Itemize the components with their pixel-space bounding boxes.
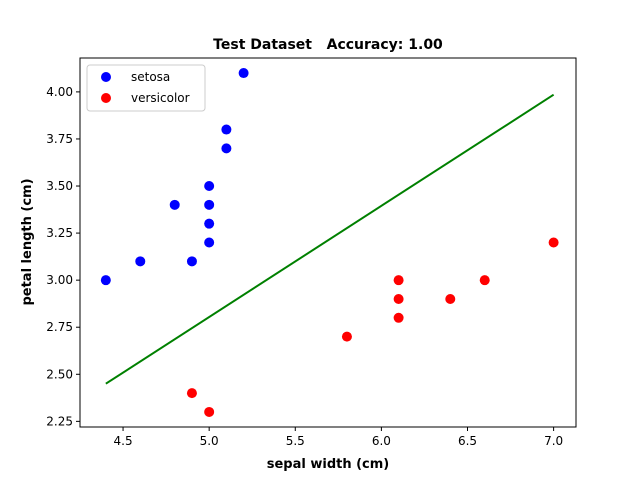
versicolor-point — [186, 388, 197, 399]
setosa-point — [238, 68, 249, 79]
setosa-point — [204, 181, 215, 192]
y-axis: 2.25 2.50 2.75 3.00 3.25 3.50 3.75 4.00 — [46, 85, 80, 428]
x-tick-label: 4.5 — [114, 434, 133, 448]
setosa-legend-marker — [101, 72, 111, 82]
x-tick-label: 7.0 — [544, 434, 563, 448]
y-tick-label: 2.75 — [46, 320, 73, 334]
versicolor-point — [445, 293, 456, 304]
versicolor-point — [548, 237, 559, 248]
x-tick-label: 6.5 — [458, 434, 477, 448]
setosa-point — [169, 199, 180, 210]
setosa-point — [204, 218, 215, 229]
setosa-point — [204, 237, 215, 248]
versicolor-point — [479, 275, 490, 286]
y-axis-label: petal length (cm) — [20, 178, 35, 305]
legend: setosa versicolor — [86, 64, 206, 112]
setosa-point — [100, 275, 111, 286]
x-tick-label: 5.5 — [286, 434, 305, 448]
y-tick-label: 3.50 — [46, 179, 73, 193]
versicolor-point — [393, 312, 404, 323]
y-tick-label: 3.75 — [46, 132, 73, 146]
y-tick-label: 2.25 — [46, 414, 73, 428]
versicolor-legend-label: versicolor — [131, 91, 190, 105]
versicolor-point — [393, 293, 404, 304]
x-tick-label: 5.0 — [200, 434, 219, 448]
setosa-point — [204, 199, 215, 210]
y-tick-label: 4.00 — [46, 85, 73, 99]
setosa-point — [135, 256, 146, 267]
setosa-point — [221, 124, 232, 135]
y-tick-label: 2.50 — [46, 367, 73, 381]
y-tick-label: 3.25 — [46, 226, 73, 240]
versicolor-point — [393, 275, 404, 286]
versicolor-point — [204, 406, 215, 417]
x-tick-label: 6.0 — [372, 434, 391, 448]
versicolor-point — [341, 331, 352, 342]
setosa-legend-label: setosa — [131, 70, 170, 84]
legend-box — [86, 64, 206, 112]
setosa-point — [221, 143, 232, 154]
versicolor-legend-marker — [101, 93, 111, 103]
y-tick-label: 3.00 — [46, 273, 73, 287]
setosa-point — [186, 256, 197, 267]
chart-title: Test Dataset Accuracy: 1.00 — [213, 37, 443, 53]
plot-area — [100, 68, 559, 417]
plot-frame — [79, 57, 577, 428]
x-axis: 4.5 5.0 5.5 6.0 6.5 7.0 — [114, 427, 563, 448]
decision-boundary-line — [105, 93, 555, 385]
x-axis-label: sepal width (cm) — [267, 457, 390, 472]
